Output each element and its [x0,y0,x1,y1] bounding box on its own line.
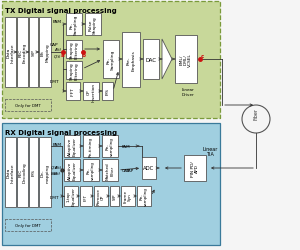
Text: Shaping
Filtering: Shaping Filtering [70,41,78,59]
FancyBboxPatch shape [64,159,80,181]
Text: S/P: S/P [112,193,116,200]
FancyBboxPatch shape [102,159,118,181]
Text: EML/
DML/
VCSEL: EML/ DML/ VCSEL [180,53,192,67]
FancyBboxPatch shape [175,36,197,84]
FancyBboxPatch shape [5,18,16,88]
FancyBboxPatch shape [184,156,206,181]
Text: PAM: PAM [122,144,130,148]
Text: Re-
sampling: Re- sampling [140,187,148,206]
Text: Data
Interface: Data Interface [6,43,15,62]
Text: P/S: P/S [106,88,110,95]
Text: Adaptive
Equalizer: Adaptive Equalizer [68,137,76,156]
Text: Pulse
Shaping: Pulse Shaping [89,16,97,34]
FancyBboxPatch shape [143,40,159,80]
Text: IFFT: IFFT [71,87,75,96]
FancyBboxPatch shape [29,18,38,88]
Text: Remove
CP: Remove CP [97,188,105,204]
Text: RX Digital signal processing: RX Digital signal processing [5,130,117,136]
FancyBboxPatch shape [39,18,51,88]
Text: Re-timing: Re-timing [89,136,93,156]
FancyBboxPatch shape [102,136,118,157]
Text: ADC: ADC [143,166,155,171]
Text: B(t): B(t) [51,171,58,175]
Text: TX Digital signal processing: TX Digital signal processing [5,8,117,14]
FancyBboxPatch shape [5,138,16,207]
FancyBboxPatch shape [80,186,92,206]
Text: CAP: CAP [126,168,134,172]
Text: Only for DMT: Only for DMT [15,223,41,227]
FancyBboxPatch shape [142,157,156,179]
Text: CP
Insertion: CP Insertion [87,82,95,101]
FancyBboxPatch shape [64,186,78,206]
Text: Linear
TIA: Linear TIA [202,146,218,157]
Text: PAM: PAM [52,20,62,24]
Text: PAM: PAM [52,142,62,146]
Text: b: b [81,53,85,58]
FancyBboxPatch shape [39,138,51,207]
Text: A(t): A(t) [54,165,61,169]
Text: Re-
Sampling: Re- Sampling [107,50,115,70]
Text: FEC
Encoding: FEC Encoding [18,43,27,63]
FancyBboxPatch shape [110,186,119,206]
Text: Fiber: Fiber [254,108,259,120]
FancyBboxPatch shape [137,186,151,206]
Text: Matched
Filter: Matched Filter [106,162,114,179]
Polygon shape [162,40,172,80]
FancyBboxPatch shape [83,83,99,100]
FancyBboxPatch shape [83,159,99,181]
FancyBboxPatch shape [66,83,80,100]
FancyBboxPatch shape [17,138,28,207]
FancyBboxPatch shape [2,2,220,118]
Text: Frame
Syn: Frame Syn [124,190,132,203]
FancyBboxPatch shape [66,41,82,59]
FancyBboxPatch shape [121,186,135,206]
Text: Adaptive
Equalizer: Adaptive Equalizer [68,161,76,180]
Text: CAP: CAP [122,168,130,172]
Text: Re-
sampling: Re- sampling [106,137,114,156]
FancyBboxPatch shape [122,33,140,88]
Text: Shaping
Filtering: Shaping Filtering [70,62,78,80]
Text: Linear
Driver: Linear Driver [182,88,194,96]
Text: DMT: DMT [49,80,59,84]
Text: a: a [61,53,65,58]
Text: Pre-
Emphasis: Pre- Emphasis [127,50,135,70]
FancyBboxPatch shape [94,186,108,206]
Text: DMT: DMT [49,195,59,199]
Text: B(t): B(t) [54,171,61,175]
Text: De-
mapping: De- mapping [41,163,49,182]
Text: P/S: P/S [32,169,35,176]
FancyBboxPatch shape [2,124,220,245]
FancyBboxPatch shape [83,136,99,157]
Text: PIN PD/
APD: PIN PD/ APD [191,160,199,176]
Text: 1-tap
Equalizer: 1-tap Equalizer [67,187,75,206]
Text: DAC: DAC [146,57,157,62]
Text: Re-
sampling: Re- sampling [87,161,95,180]
Text: Q(t): Q(t) [50,165,58,169]
Text: Bit
Mapping: Bit Mapping [41,44,49,62]
Text: FFT: FFT [84,193,88,200]
FancyBboxPatch shape [103,41,119,79]
Text: S/P: S/P [32,49,35,56]
FancyBboxPatch shape [66,14,82,36]
Text: Data
Interface: Data Interface [6,162,15,182]
FancyBboxPatch shape [17,18,28,88]
FancyBboxPatch shape [29,138,38,207]
FancyBboxPatch shape [64,136,80,157]
Text: Q(t): Q(t) [54,55,62,59]
Text: CAP: CAP [50,43,58,47]
FancyBboxPatch shape [102,83,113,100]
FancyBboxPatch shape [85,14,101,36]
Text: FEC
Decoding: FEC Decoding [18,162,27,183]
Text: A(t): A(t) [54,48,61,52]
FancyBboxPatch shape [66,62,82,80]
Text: Re-
Sampling: Re- Sampling [70,15,78,35]
Text: c: c [201,54,204,59]
Text: Only for DMT: Only for DMT [15,104,41,108]
